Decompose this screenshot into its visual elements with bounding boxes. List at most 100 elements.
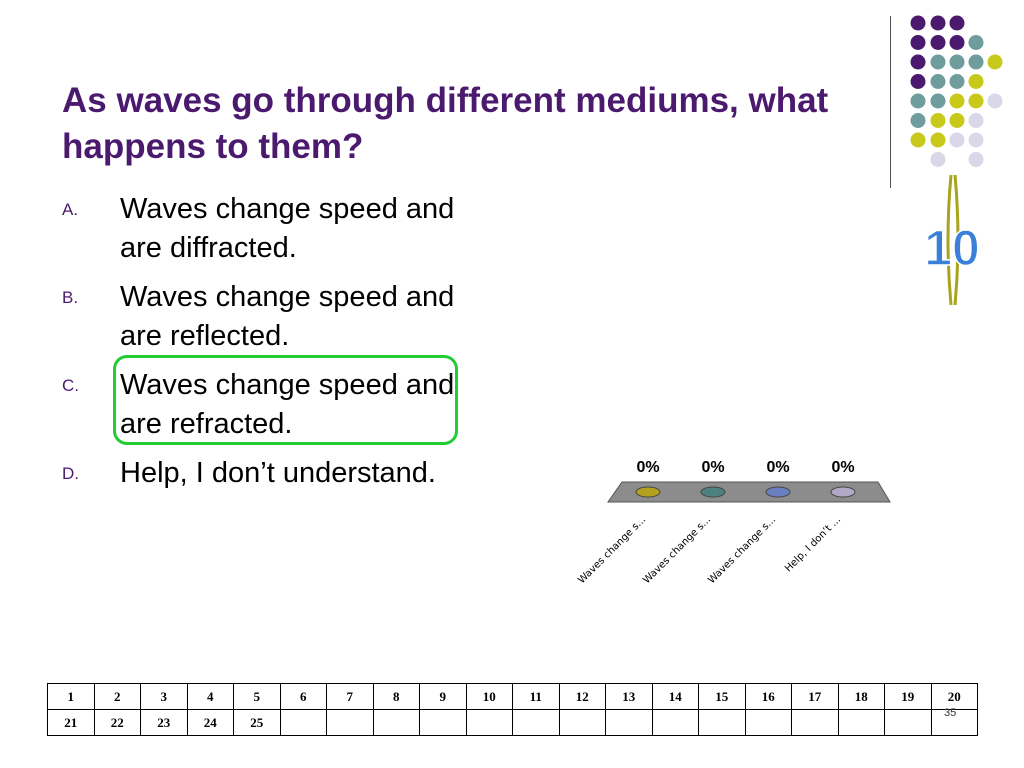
answer-text: Waves change speed and are reflected.	[120, 281, 455, 352]
decorative-dot	[968, 152, 984, 167]
decorative-dot	[949, 93, 965, 109]
table-cell: 13	[605, 683, 653, 710]
table-cell	[651, 709, 699, 736]
response-counter-table: 1 2 3 4 5 6 7 8 9 10 11 12 13 14 15 16 17 18 19 20 21 22 23 24…	[47, 683, 978, 736]
answer-a[interactable]: A. Waves change speed and are diffracted…	[62, 190, 532, 268]
answer-text: Help, I don’t understand.	[120, 457, 436, 489]
decorative-dot	[910, 35, 926, 50]
decorative-dot	[910, 54, 926, 70]
answer-letter: D.	[62, 464, 79, 483]
decorative-dot	[930, 113, 946, 128]
correct-answer-highlight	[113, 355, 458, 445]
response-chart: 0% Waves change s... 0% Waves change s... 0%…	[576, 459, 891, 586]
answer-d[interactable]: D. Help, I don’t understand.	[62, 454, 532, 493]
decorative-dot	[930, 35, 946, 50]
table-cell	[744, 709, 792, 736]
table-cell: 9	[419, 683, 467, 710]
decorative-dot	[968, 113, 984, 128]
answer-letter: A.	[62, 200, 79, 219]
table-cell: 22	[93, 709, 141, 736]
table-cell: 8	[372, 683, 420, 710]
decorative-dot	[910, 113, 926, 128]
table-row: 21 22 23 24 25	[47, 709, 978, 736]
decorative-dot	[968, 35, 984, 50]
category-label: Waves change s...	[641, 514, 713, 586]
table-cell	[372, 709, 420, 736]
decorative-dot	[930, 54, 946, 70]
table-cell: 2	[93, 683, 141, 710]
decorative-dot	[910, 93, 926, 109]
table-cell: 20	[930, 683, 978, 710]
decorative-dot	[968, 74, 984, 89]
decorative-dot	[949, 54, 965, 70]
category-label: Help, I don’t ...	[783, 514, 843, 574]
table-cell	[326, 709, 374, 736]
table-cell: 15	[698, 683, 746, 710]
answer-letter: C.	[62, 376, 79, 395]
table-cell: 4	[186, 683, 234, 710]
table-cell: 16	[744, 683, 792, 710]
table-cell: 14	[651, 683, 699, 710]
answer-text: Waves change speed and are diffracted.	[120, 193, 455, 264]
decorative-dot	[987, 54, 1003, 70]
decorative-dot	[949, 132, 965, 148]
answer-b[interactable]: B. Waves change speed and are reflected.	[62, 278, 532, 356]
table-cell	[419, 709, 467, 736]
table-cell: 19	[884, 683, 932, 710]
table-cell	[512, 709, 560, 736]
decorative-dot	[930, 152, 946, 167]
table-cell: 18	[837, 683, 885, 710]
table-row: 1 2 3 4 5 6 7 8 9 10 11 12 13 14 15 16 17 18 19 20	[47, 683, 978, 710]
decorative-dot	[949, 74, 965, 89]
decorative-dot	[930, 74, 946, 89]
decorative-dot	[987, 93, 1003, 109]
table-cell: 25	[233, 709, 281, 736]
decorative-dot	[930, 15, 946, 31]
decorative-dot	[968, 93, 984, 109]
table-cell: 7	[326, 683, 374, 710]
decorative-dot	[930, 132, 946, 148]
table-cell: 5	[233, 683, 281, 710]
decorative-dot	[910, 15, 926, 31]
decorative-dot	[968, 54, 984, 70]
data-label: 0%	[701, 459, 724, 476]
bar-mark	[830, 486, 856, 498]
answer-c[interactable]: C. Waves change speed and are refracted.	[62, 366, 532, 444]
table-cell: 24	[186, 709, 234, 736]
decorative-dot	[910, 132, 926, 148]
table-cell	[930, 709, 978, 736]
table-cell	[837, 709, 885, 736]
bar-mark	[635, 486, 661, 498]
table-cell: 21	[47, 709, 95, 736]
bar-mark	[700, 486, 726, 498]
bar-mark	[765, 486, 791, 498]
decorative-dot	[930, 93, 946, 109]
decorative-dot	[910, 74, 926, 89]
decorative-dot	[949, 113, 965, 128]
table-cell: 12	[558, 683, 606, 710]
decorative-divider	[890, 16, 891, 188]
answer-text: Waves change speed and are refracted.	[120, 369, 455, 440]
data-label: 0%	[636, 459, 659, 476]
table-cell	[558, 709, 606, 736]
table-cell	[791, 709, 839, 736]
category-label: Waves change s...	[706, 514, 778, 586]
table-cell: 6	[279, 683, 327, 710]
countdown-value: 10	[924, 220, 980, 276]
category-label: Waves change s...	[576, 514, 648, 586]
slide-number: 35	[944, 707, 957, 719]
table-cell: 23	[140, 709, 188, 736]
answer-letter: B.	[62, 288, 79, 307]
answer-list: A. Waves change speed and are diffracted…	[62, 190, 532, 503]
table-cell: 17	[791, 683, 839, 710]
data-label: 0%	[831, 459, 854, 476]
decorative-dot	[968, 132, 984, 148]
table-cell	[698, 709, 746, 736]
decorative-dot	[949, 35, 965, 50]
table-cell: 1	[47, 683, 95, 710]
table-cell: 3	[140, 683, 188, 710]
decorative-dot	[949, 15, 965, 31]
countdown-timer: 10	[923, 174, 981, 306]
table-cell	[884, 709, 932, 736]
table-cell	[605, 709, 653, 736]
